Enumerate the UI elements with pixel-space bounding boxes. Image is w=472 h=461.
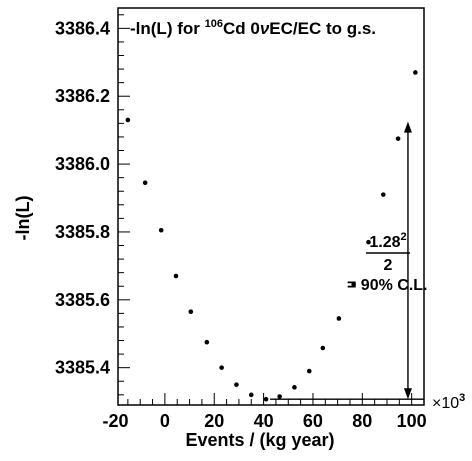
data-point [158, 227, 164, 233]
y-tick-label: 3385.4 [55, 358, 110, 378]
y-tick-label: 3386.2 [55, 86, 110, 106]
data-point [173, 273, 179, 279]
data-point [277, 394, 282, 399]
data-point [413, 70, 418, 75]
plot-border [117, 7, 425, 406]
tick-labels: 3385.4 3385.6 3385.8 3386.0 3386.2 3386.4 -20 0… [55, 18, 427, 431]
data-point [380, 192, 386, 197]
y-tick-label: 3385.6 [55, 290, 110, 310]
data-point [351, 282, 356, 287]
data-point [395, 136, 401, 141]
x-tick-label: 40 [254, 411, 274, 431]
data-point [248, 392, 254, 398]
cl-annotation: 1.282 2 = 90% C.L. [270, 121, 427, 400]
data-point [188, 309, 194, 314]
x-tick-label: 60 [303, 411, 323, 431]
arrow-head-down [403, 388, 412, 400]
data-point [366, 239, 371, 245]
plot-frame [117, 7, 425, 406]
data-point [125, 117, 131, 123]
x-tick-label: 100 [397, 411, 427, 431]
x-axis-title: Events / (kg year) [185, 430, 334, 450]
data-point [142, 180, 148, 186]
cl-fraction-numerator: 1.282 [369, 231, 406, 251]
y-tick-label: 3386.4 [55, 18, 110, 38]
arrow-head-up [403, 121, 412, 133]
data-point [336, 316, 342, 321]
data-point [320, 345, 326, 351]
x-tick-label: 80 [352, 411, 372, 431]
chart-title: -ln(L) for 106Cd 0νEC/EC to g.s. [130, 18, 376, 38]
x-tick-label: 20 [204, 411, 224, 431]
data-point [306, 368, 312, 374]
y-tick-label: 3386.0 [55, 154, 110, 174]
y-axis-title: -ln(L) [13, 196, 33, 241]
data-point [219, 365, 224, 370]
data-point [263, 396, 269, 402]
cl-equals-label: = 90% C.L. [347, 277, 427, 294]
data-points [125, 70, 418, 402]
data-point [234, 382, 239, 387]
x-tick-label: -20 [103, 411, 129, 431]
data-point [204, 339, 210, 345]
x-multiplier: ×103 [432, 392, 465, 412]
x-tick-label: 0 [160, 411, 170, 431]
cl-fraction-denominator: 2 [384, 257, 393, 274]
y-tick-label: 3385.8 [55, 222, 110, 242]
axis-ticks [118, 14, 425, 405]
data-point [292, 385, 297, 390]
